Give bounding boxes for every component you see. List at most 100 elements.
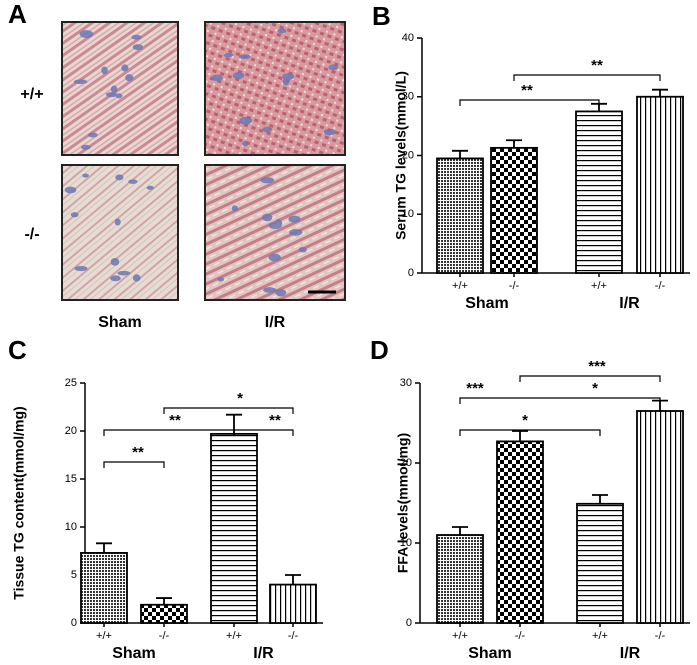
error-bar xyxy=(452,149,468,159)
y-tick-label: 20 xyxy=(400,457,412,469)
panel-a: A +/+ -/- Sham I/R xyxy=(8,0,346,331)
nucleus xyxy=(80,144,91,150)
nucleus xyxy=(101,66,108,75)
x-tick-label: +/+ xyxy=(96,630,112,642)
x-tick-label: -/- xyxy=(159,630,170,642)
nucleus xyxy=(115,174,124,181)
significance-bracket xyxy=(459,397,661,404)
nucleus xyxy=(82,173,89,178)
bar xyxy=(490,146,538,274)
error-bar xyxy=(592,494,608,504)
nuclei xyxy=(64,28,339,297)
nucleus xyxy=(70,212,79,218)
nucleus xyxy=(289,229,303,236)
nucleus xyxy=(131,34,142,40)
group-label: I/R xyxy=(619,295,640,312)
nucleus xyxy=(262,126,272,133)
x-tick-label: -/- xyxy=(288,630,299,642)
row-label: +/+ xyxy=(20,86,43,103)
histology-image xyxy=(204,21,346,156)
nucleus xyxy=(282,77,290,86)
x-tick-label: +/+ xyxy=(591,280,607,292)
nucleus xyxy=(125,74,134,82)
y-tick-label: 10 xyxy=(400,537,412,549)
nucleus xyxy=(132,274,141,282)
y-tick-label: 30 xyxy=(402,91,414,103)
nucleus xyxy=(73,79,88,85)
nucleus xyxy=(239,116,253,125)
significance-bracket xyxy=(459,99,600,106)
nucleus xyxy=(260,177,275,184)
bar xyxy=(636,410,684,624)
significance-bracket xyxy=(103,461,165,468)
column-label: Sham xyxy=(98,314,142,331)
nucleus xyxy=(110,275,121,282)
significance-bracket xyxy=(459,429,601,436)
significance-label: ** xyxy=(591,57,603,74)
nucleus xyxy=(79,30,94,38)
panel-label: C xyxy=(8,335,27,365)
nucleus xyxy=(328,64,339,71)
y-tick-label: 30 xyxy=(400,377,412,389)
y-tick-label: 20 xyxy=(402,149,414,161)
group-label: Sham xyxy=(465,295,509,312)
bar-chart: C 0 5 10 15 20 25 Tissue TG content(mmol/mg) +/+… xyxy=(8,335,323,662)
bar xyxy=(269,583,317,624)
error-bar xyxy=(506,139,522,148)
y-tick-label: 0 xyxy=(408,267,414,279)
y-tick-label: 20 xyxy=(65,425,77,437)
nucleus xyxy=(263,287,277,293)
bar xyxy=(576,502,624,624)
significance-label: * xyxy=(522,412,528,429)
significance-bracket xyxy=(103,429,294,436)
x-tick-label: +/+ xyxy=(226,630,242,642)
nucleus xyxy=(128,179,138,184)
significance-label: ** xyxy=(132,444,144,461)
nucleus xyxy=(87,132,98,138)
y-tick-label: 25 xyxy=(65,377,77,389)
group-label: I/R xyxy=(253,645,274,662)
error-bar xyxy=(156,597,172,605)
y-axis-label: Tissue TG content(mmol/mg) xyxy=(11,406,27,599)
y-tick-label: 15 xyxy=(65,473,77,485)
group-label: Sham xyxy=(112,645,156,662)
nucleus xyxy=(242,141,249,147)
y-tick-label: 0 xyxy=(71,617,77,629)
nucleus xyxy=(121,64,129,72)
y-tick-label: 0 xyxy=(406,617,412,629)
column-label: I/R xyxy=(265,314,286,331)
significance-label: *** xyxy=(466,380,484,397)
y-tick-label: 10 xyxy=(65,521,77,533)
y-tick-label: 5 xyxy=(71,569,77,581)
y-tick-label: 40 xyxy=(402,32,414,44)
significance-bracket xyxy=(519,375,661,382)
significance-bracket xyxy=(163,407,294,414)
significance-label: * xyxy=(592,380,598,397)
nucleus xyxy=(105,92,118,98)
panel-label: A xyxy=(8,0,27,29)
x-tick-label: +/+ xyxy=(452,280,468,292)
group-label: Sham xyxy=(468,645,512,662)
bar xyxy=(210,432,258,624)
x-tick-label: +/+ xyxy=(592,630,608,642)
bar xyxy=(436,534,484,624)
significance-label: ** xyxy=(269,412,281,429)
nucleus xyxy=(275,289,287,297)
nucleus xyxy=(298,246,307,253)
x-tick-label: +/+ xyxy=(452,630,468,642)
x-tick-label: -/- xyxy=(515,630,526,642)
nucleus xyxy=(146,185,154,190)
nucleus xyxy=(114,218,121,226)
nucleus xyxy=(110,258,120,266)
bar xyxy=(496,440,544,624)
nucleus xyxy=(231,205,238,212)
nucleus xyxy=(268,253,281,262)
nucleus xyxy=(238,54,251,59)
nucleus xyxy=(117,270,131,276)
nucleus xyxy=(223,52,234,58)
nucleus xyxy=(232,72,245,80)
x-tick-label: -/- xyxy=(655,280,666,292)
bar xyxy=(436,157,484,274)
error-bar xyxy=(285,574,301,585)
